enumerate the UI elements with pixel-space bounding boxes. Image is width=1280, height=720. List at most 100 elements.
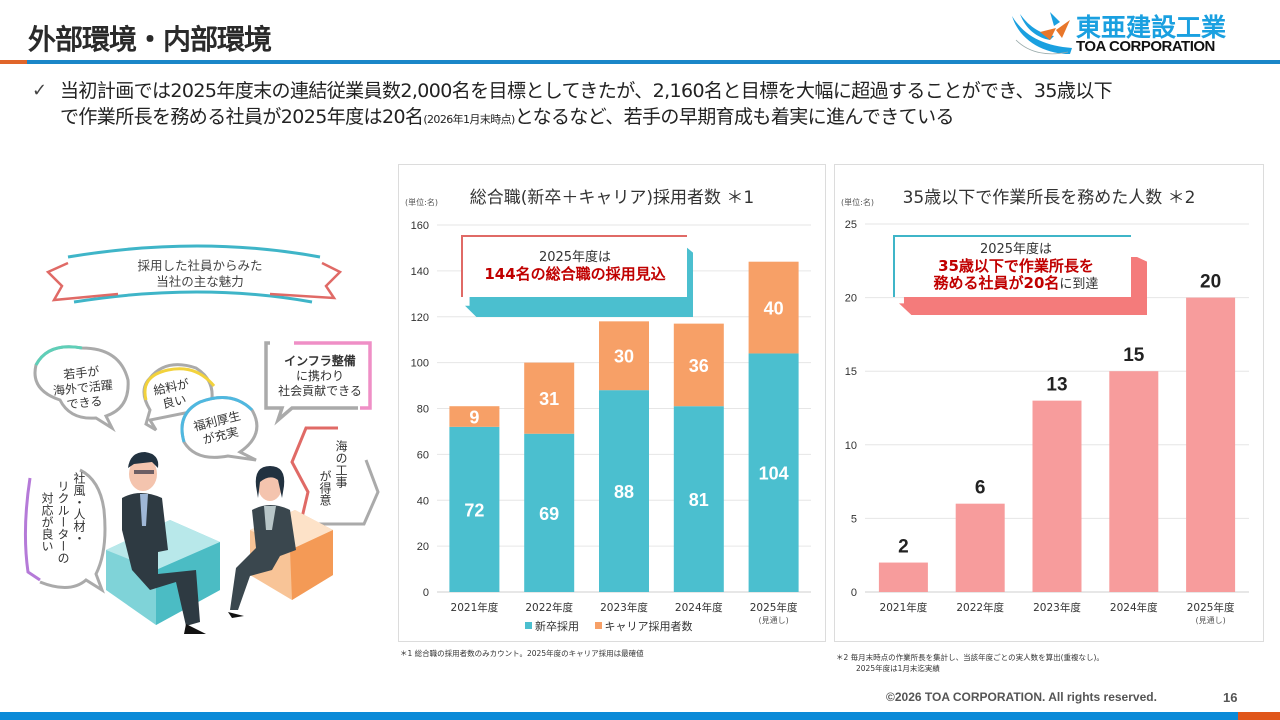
page-number: 16 [1223,690,1238,705]
x-tick-label: 2021年度 [880,601,928,614]
bubble-text-marine-1: 海の工事 [334,440,348,488]
x-tick-label: 2024年度 [1110,601,1158,614]
bar-young-manager [955,503,1005,592]
legend-item-career: キャリア採用者数 [594,620,693,633]
callout-line-3-normal: に到達 [1059,277,1099,292]
legend-label: 新卒採用 [535,620,579,633]
bar-career [524,362,575,434]
bar-young-manager [878,562,928,592]
bar-young-manager [1109,371,1159,592]
legend-swatch [594,622,602,629]
legend-label: キャリア採用者数 [604,620,693,633]
bar-shinsotsu [673,406,724,592]
footnote-2-line-2: 2025年度は1月末迄実績 [856,664,940,673]
callout-line-3: 務める社員が20名に到達 [893,275,1139,293]
logo-bird-icon [1012,12,1072,55]
bubble-text-marine-2: が得意 [318,470,332,506]
footnote-2-line-1: ＊2 毎月末時点の作業所長を集計し、当該年度ごとの実人数を算出(重複なし)。 [836,653,1104,662]
callout-text: 2025年度は 35歳以下で作業所長を 務める社員が20名に到達 [893,241,1139,293]
y-tick-label: 60 [417,449,429,461]
man-figure [122,452,206,634]
y-tick-label: 0 [851,587,857,599]
chart-title-hiring: 総合職(新卒＋キャリア)採用者数 ＊1 [469,188,755,208]
bar-value-label: 30 [614,347,634,367]
lead-line-2-note: (2026年1月末時点) [423,113,515,126]
lead-line-2a: で作業所長を務める社員が2025年度は20名 [60,106,424,128]
bar-value-label: 9 [469,408,479,428]
bar-value-label: 6 [975,478,986,499]
unit-label-hiring: (単位:名) [405,198,438,207]
x-tick-label: 2025年度 [1187,601,1235,614]
bar-value-label: 104 [759,464,789,484]
bubble-text-culture-3: 対応が良い [40,492,54,552]
bubble-marine [290,426,380,527]
bar-shinsotsu [524,433,575,592]
bar-career [449,406,500,427]
callout-line-1: 2025年度は [979,242,1053,257]
x-tick-label: 2021年度 [451,601,499,614]
callout-line-3-highlight: 務める社員が20名 [933,274,1060,292]
callout-box [461,235,687,297]
y-tick-label: 120 [411,312,429,324]
x-tick-sublabel: (見通し) [1195,615,1225,625]
bar-value-label: 15 [1123,345,1145,366]
bar-career [673,323,724,407]
y-tick-label: 140 [411,266,429,278]
y-tick-label: 15 [845,366,857,378]
x-tick-label: 2023年度 [600,601,648,614]
recruitment-illustration: 採用した社員からみた 当社の主な魅力 若手が 海外で活躍 できる 給料が 良い … [0,230,400,640]
illustration-graphics [23,244,380,634]
chart-panel-hiring: 総合職(新卒＋キャリア)採用者数 ＊1 (単位:名) 0 20 40 60 80 100 1… [398,164,826,642]
bubble-overseas [33,345,130,433]
y-tick-label: 160 [411,220,429,232]
bubble-text-overseas: 若手が 海外で活躍 できる [38,362,128,416]
bar-value-label: 81 [689,490,709,510]
lead-line-1: 当初計画では2025年度末の連結従業員数2,000名を目標としてきたが、2,16… [60,80,1113,102]
x-tick-label: 2022年度 [956,601,1004,614]
bubble-text-culture-2: リクルーターの [56,480,70,564]
woman-figure [228,466,296,618]
legend-swatch [525,622,532,629]
callout-young-managers: 2025年度は 35歳以下で作業所長を 務める社員が20名に到達 [893,235,1147,315]
bubble-welfare [180,396,259,462]
callout-box [893,235,1131,297]
callout-line-2: 35歳以下で作業所長を [938,257,1094,275]
footnote-2: ＊2 毎月末時点の作業所長を集計し、当該年度ごとの実人数を算出(重複なし)。 2… [836,652,1104,674]
bar-value-label: 88 [614,482,634,502]
bubble-line: に携わり [295,369,344,383]
callout-hiring: 2025年度は 144名の総合職の採用見込 [461,235,693,317]
bubble-line: インフラ整備 [284,354,356,368]
chart-title-young-managers: 35歳以下で作業所長を務めた人数 ＊2 [902,188,1196,208]
bar-value-label: 40 [764,299,784,319]
y-tick-label: 80 [417,404,429,416]
logo-text-en: TOA CORPORATION [1076,38,1215,55]
ribbon-banner [45,244,343,304]
y-tick-label: 25 [845,219,857,231]
footer-bar [0,712,1280,720]
bar-value-label: 72 [464,500,484,520]
x-tick-label: 2025年度 [750,601,798,614]
bubble-culture [23,468,107,594]
y-tick-label: 100 [411,358,429,370]
bar-career [748,261,799,354]
x-tick-label: 2024年度 [675,601,723,614]
bar-career [599,321,649,391]
legend-item-shinsotsu: 新卒採用 [525,620,579,633]
y-tick-label: 20 [845,293,857,305]
logo-text-jp: 東亜建設工業 [1076,13,1227,42]
copyright: ©2026 TOA CORPORATION. All rights reserv… [886,690,1157,704]
checkmark-icon: ✓ [32,80,48,101]
y-tick-label: 40 [417,495,429,507]
bar-value-label: 20 [1200,272,1221,293]
y-tick-label: 10 [845,440,857,452]
chart-legend: 新卒採用 キャリア採用者数 [525,618,705,634]
footer-bar-accent [1238,712,1280,720]
lead-line-2: で作業所長を務める社員が2025年度は20名(2026年1月末時点)となるなど、… [36,104,1266,133]
bar-shinsotsu [449,426,500,592]
callout-text: 2025年度は 144名の総合職の採用見込 [461,249,689,283]
bubble-text-infrastructure: インフラ整備 に携わり 社会貢献できる [268,354,372,399]
ribbon-line-1: 採用した社員からみた [137,258,263,273]
y-tick-label: 0 [423,587,429,599]
callout-line-1: 2025年度は [538,250,612,265]
lead-text: ✓ 当初計画では2025年度末の連結従業員数2,000名を目標としてきたが、2,… [32,78,1266,133]
